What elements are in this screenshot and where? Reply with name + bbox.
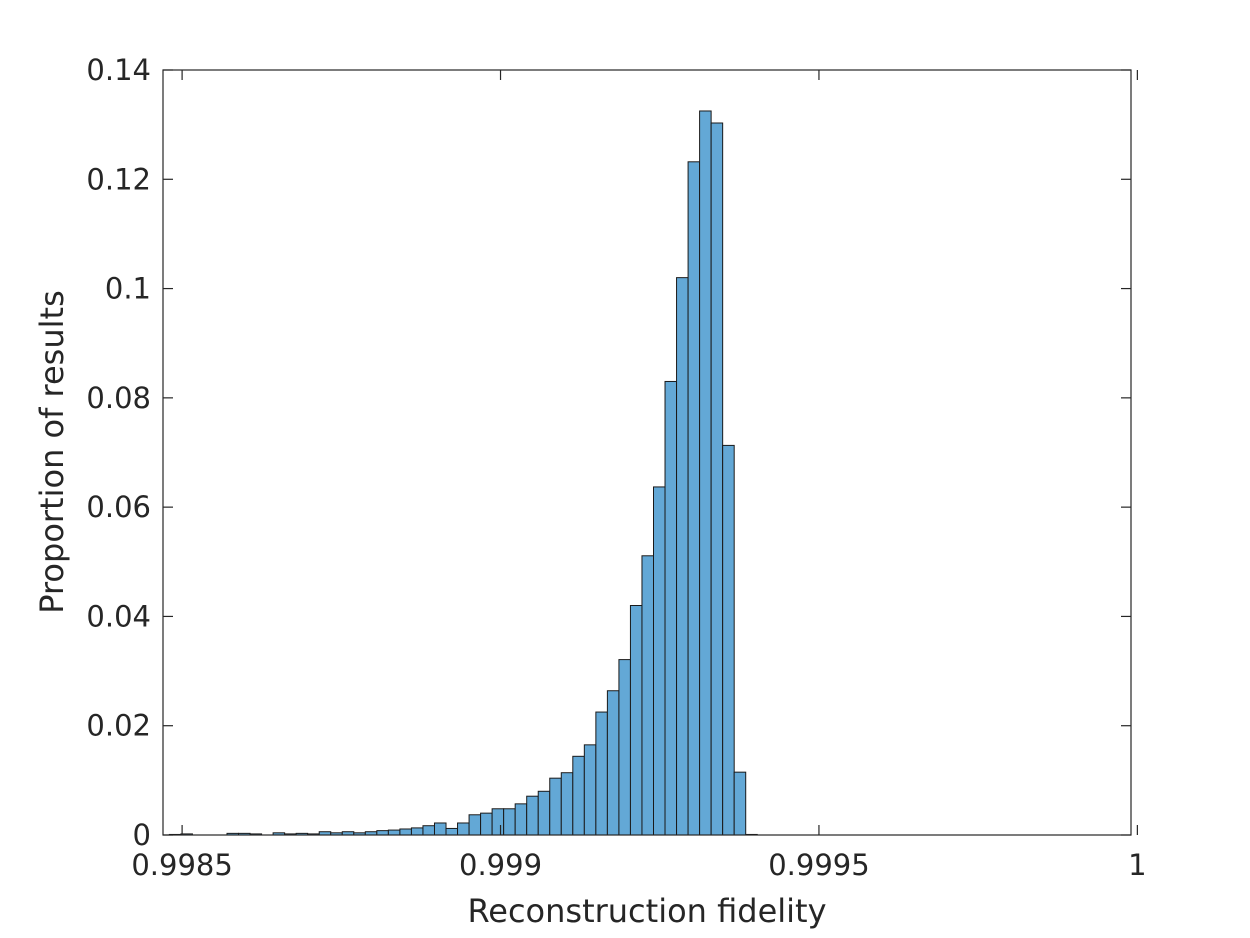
histogram-bar xyxy=(710,122,724,836)
histogram-bar xyxy=(480,812,493,836)
histogram-bar xyxy=(549,777,562,836)
histogram-bar xyxy=(583,744,597,836)
histogram-bar xyxy=(676,277,689,836)
histogram-bar xyxy=(457,822,470,836)
y-tick-label: 0.08 xyxy=(86,381,151,415)
histogram-bar xyxy=(699,110,712,836)
plot-frame xyxy=(162,69,1132,836)
y-axis-ticks: 0 0.02 0.04 0.06 0.08 0.1 0.12 0.14 xyxy=(86,53,1131,852)
histogram-bars xyxy=(168,110,758,836)
histogram-bar xyxy=(641,555,654,836)
histogram-bar xyxy=(653,486,666,836)
histogram-bar xyxy=(618,659,631,836)
y-tick-label: 0.06 xyxy=(86,490,151,524)
histogram-bar xyxy=(687,161,701,836)
x-axis-title: Reconstruction fidelity xyxy=(467,892,826,930)
histogram-bar xyxy=(433,822,447,836)
histogram-bar xyxy=(629,605,643,836)
histogram-bar xyxy=(526,795,539,836)
histogram-bar xyxy=(399,828,412,836)
y-tick-label: 0.02 xyxy=(86,709,151,743)
y-tick-label: 0.1 xyxy=(105,272,151,306)
x-axis-ticks: 0.9985 0.999 0.9995 1 xyxy=(131,70,1147,882)
histogram-bar xyxy=(468,814,482,836)
histogram-bar xyxy=(572,755,585,836)
histogram-bar xyxy=(560,772,574,836)
y-tick-label: 0.14 xyxy=(86,53,151,87)
y-axis-title: Proportion of results xyxy=(33,290,71,614)
x-tick-label: 0.9995 xyxy=(768,848,869,882)
x-tick-label: 0.999 xyxy=(459,848,542,882)
histogram-bar xyxy=(733,771,747,836)
x-tick-label: 0.9985 xyxy=(131,848,232,882)
histogram-bar xyxy=(491,808,505,836)
histogram-bar xyxy=(503,808,516,836)
histogram-bar xyxy=(387,829,401,836)
histogram-bar xyxy=(514,803,528,836)
x-tick-label: 1 xyxy=(1128,848,1146,882)
histogram-bar xyxy=(376,830,389,836)
histogram-bar xyxy=(595,711,608,836)
histogram-bar xyxy=(664,380,678,836)
y-tick-label: 0.12 xyxy=(86,162,151,196)
histogram-bar xyxy=(722,444,735,836)
y-tick-label: 0.04 xyxy=(86,599,151,633)
histogram-bar xyxy=(537,790,551,836)
histogram-bar xyxy=(445,827,459,836)
y-tick-label: 0 xyxy=(133,818,151,852)
histogram-bar xyxy=(606,690,620,836)
histogram-bar xyxy=(410,827,424,836)
histogram-bar xyxy=(422,825,435,836)
